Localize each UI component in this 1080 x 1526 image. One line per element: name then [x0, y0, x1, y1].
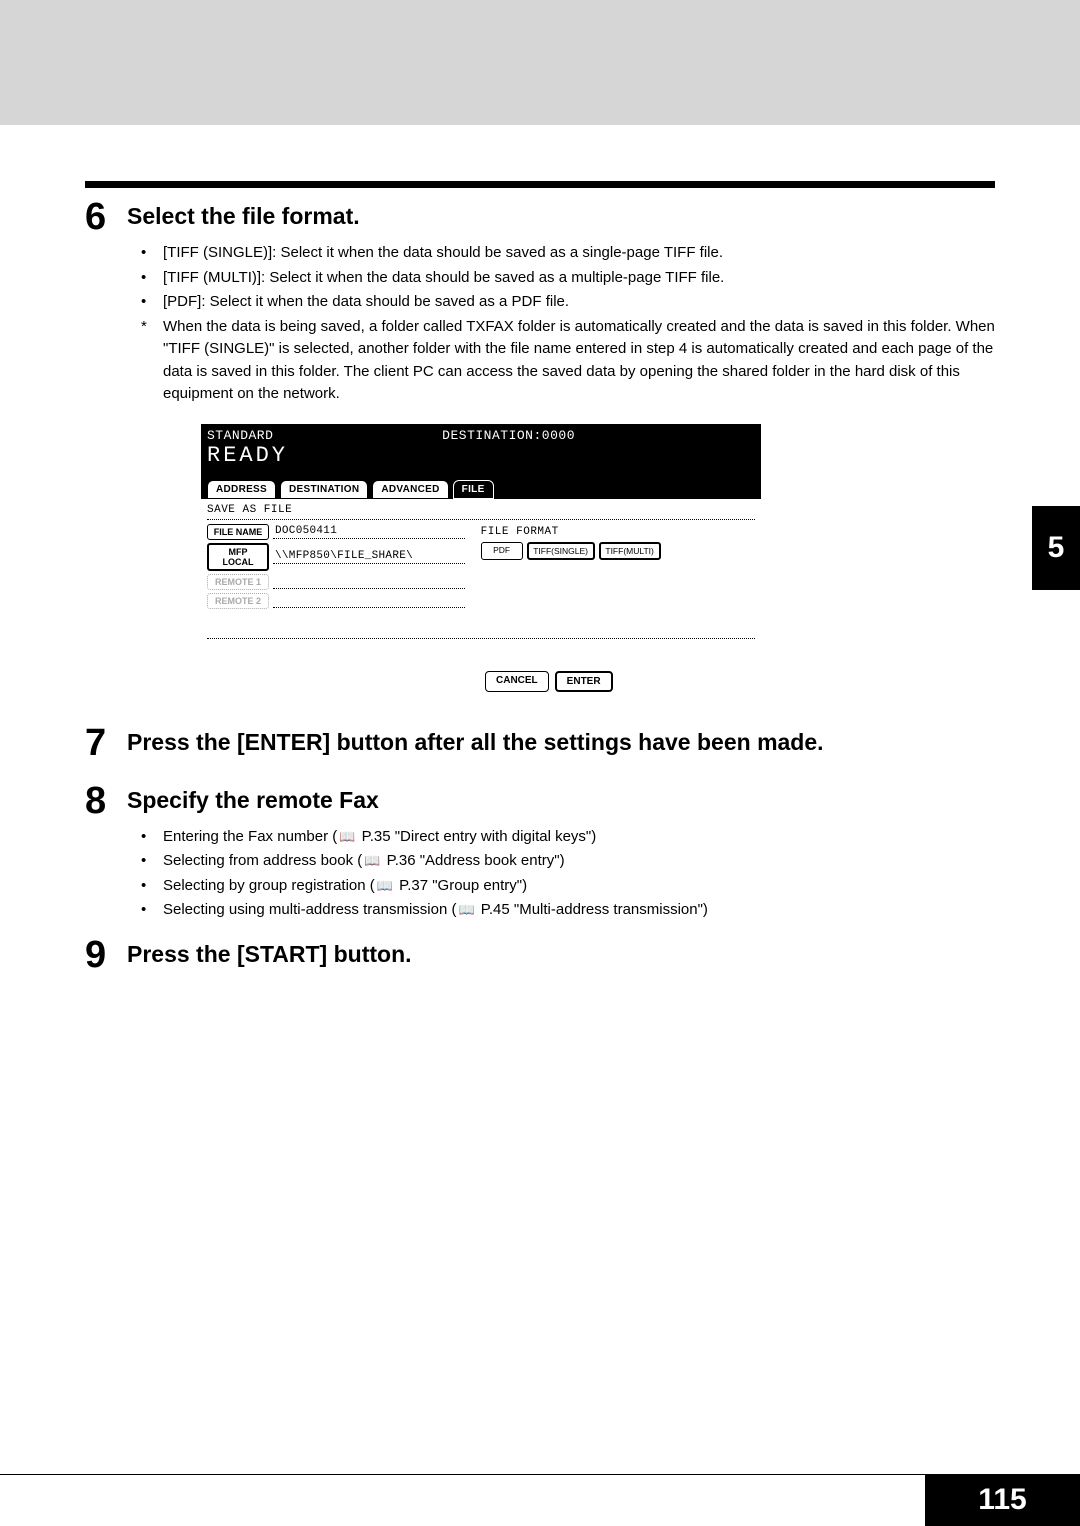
remote2-button[interactable]: REMOTE 2	[207, 593, 269, 609]
bullet-item: • Selecting by group registration (📖 P.3…	[141, 875, 995, 898]
bullet-mark: •	[141, 875, 163, 898]
bullet-item: • Selecting from address book (📖 P.36 "A…	[141, 850, 995, 873]
status-destination: DESTINATION:0000	[442, 428, 575, 443]
step-6: 6 Select the file format.	[85, 202, 995, 236]
heading-rule	[85, 181, 995, 188]
bullet-item: * When the data is being saved, a folder…	[141, 316, 995, 406]
step-8-title: Specify the remote Fax	[127, 786, 379, 816]
divider-dotted	[207, 519, 755, 520]
bullet-item: • Selecting using multi-address transmis…	[141, 899, 995, 922]
bullet-mark: •	[141, 267, 163, 290]
bullet-text: [TIFF (SINGLE)]: Select it when the data…	[163, 242, 995, 265]
bullet-text: When the data is being saved, a folder c…	[163, 316, 995, 406]
footer-rule	[0, 1474, 1080, 1475]
bullet-item: • Entering the Fax number (📖 P.35 "Direc…	[141, 826, 995, 849]
remote2-row: REMOTE 2	[207, 593, 465, 609]
step-8-number: 8	[85, 782, 127, 820]
header-gray-band	[0, 0, 1080, 125]
book-icon: 📖	[339, 827, 355, 847]
status-standard: STANDARD	[207, 428, 273, 443]
mfp-local-row: MFP LOCAL \\MFP850\FILE_SHARE\	[207, 543, 465, 571]
step-6-number: 6	[85, 198, 127, 236]
book-icon: 📖	[458, 900, 474, 920]
mfp-local-value: \\MFP850\FILE_SHARE\	[273, 549, 465, 564]
file-format-label: FILE FORMAT	[481, 526, 745, 538]
tab-destination[interactable]: DESTINATION	[280, 480, 368, 499]
cancel-button[interactable]: CANCEL	[485, 671, 549, 692]
content-area: 6 Select the file format. • [TIFF (SINGL…	[0, 181, 1080, 974]
bullet-text: Entering the Fax number (📖 P.35 "Direct …	[163, 826, 995, 849]
status-ready: READY	[207, 443, 755, 468]
bottom-buttons: CANCEL ENTER	[485, 667, 755, 692]
right-column: FILE FORMAT PDF TIFF(SINGLE) TIFF(MULTI)	[475, 524, 745, 560]
tab-advanced[interactable]: ADVANCED	[372, 480, 448, 499]
step-7-number: 7	[85, 724, 127, 762]
bullet-mark: •	[141, 826, 163, 849]
bullet-mark: •	[141, 899, 163, 922]
step-7-title: Press the [ENTER] button after all the s…	[127, 728, 824, 758]
step-9: 9 Press the [START] button.	[85, 940, 995, 974]
remote1-button[interactable]: REMOTE 1	[207, 574, 269, 590]
tiff-single-button[interactable]: TIFF(SINGLE)	[527, 542, 595, 560]
tiff-multi-button[interactable]: TIFF(MULTI)	[599, 542, 661, 560]
chapter-tab: 5	[1032, 506, 1080, 590]
tab-row: ADDRESS DESTINATION ADVANCED FILE	[201, 470, 761, 499]
divider-dotted	[207, 638, 755, 639]
file-name-button[interactable]: FILE NAME	[207, 524, 269, 540]
book-icon: 📖	[377, 876, 393, 896]
step-9-number: 9	[85, 936, 127, 974]
step-8-bullets: • Entering the Fax number (📖 P.35 "Direc…	[141, 826, 995, 922]
bullet-item: • [TIFF (SINGLE)]: Select it when the da…	[141, 242, 995, 265]
file-name-row: FILE NAME DOC050411	[207, 524, 465, 540]
bullet-mark: •	[141, 850, 163, 873]
step-6-bullets: • [TIFF (SINGLE)]: Select it when the da…	[141, 242, 995, 406]
bullet-text: Selecting from address book (📖 P.36 "Add…	[163, 850, 995, 873]
mfp-local-button[interactable]: MFP LOCAL	[207, 543, 269, 571]
bullet-item: • [TIFF (MULTI)]: Select it when the dat…	[141, 267, 995, 290]
device-screenshot: STANDARD DESTINATION:0000 READY ADDRESS …	[201, 424, 761, 698]
step-7: 7 Press the [ENTER] button after all the…	[85, 728, 995, 762]
book-icon: 📖	[364, 851, 380, 871]
file-format-buttons: PDF TIFF(SINGLE) TIFF(MULTI)	[481, 542, 745, 560]
screenshot-header: STANDARD DESTINATION:0000 READY	[201, 424, 761, 470]
step-9-title: Press the [START] button.	[127, 940, 412, 970]
bullet-text: Selecting using multi-address transmissi…	[163, 899, 995, 922]
pdf-button[interactable]: PDF	[481, 542, 523, 560]
save-as-label: SAVE AS FILE	[207, 504, 755, 516]
step-6-title: Select the file format.	[127, 202, 360, 232]
left-column: FILE NAME DOC050411 MFP LOCAL \\MFP850\F…	[207, 524, 465, 612]
bullet-text: [TIFF (MULTI)]: Select it when the data …	[163, 267, 995, 290]
bullet-mark: *	[141, 316, 163, 339]
remote2-value	[273, 594, 465, 608]
page-number: 115	[925, 1474, 1080, 1526]
screenshot-body: SAVE AS FILE FILE NAME DOC050411 MFP LOC…	[201, 499, 761, 698]
tab-file[interactable]: FILE	[453, 480, 494, 499]
step-8: 8 Specify the remote Fax	[85, 786, 995, 820]
bullet-item: • [PDF]: Select it when the data should …	[141, 291, 995, 314]
bullet-mark: •	[141, 242, 163, 265]
enter-button[interactable]: ENTER	[555, 671, 613, 692]
bullet-text: Selecting by group registration (📖 P.37 …	[163, 875, 995, 898]
remote1-value	[273, 575, 465, 589]
file-name-value: DOC050411	[273, 524, 465, 539]
bullet-text: [PDF]: Select it when the data should be…	[163, 291, 995, 314]
remote1-row: REMOTE 1	[207, 574, 465, 590]
tab-address[interactable]: ADDRESS	[207, 480, 276, 499]
bullet-mark: •	[141, 291, 163, 314]
